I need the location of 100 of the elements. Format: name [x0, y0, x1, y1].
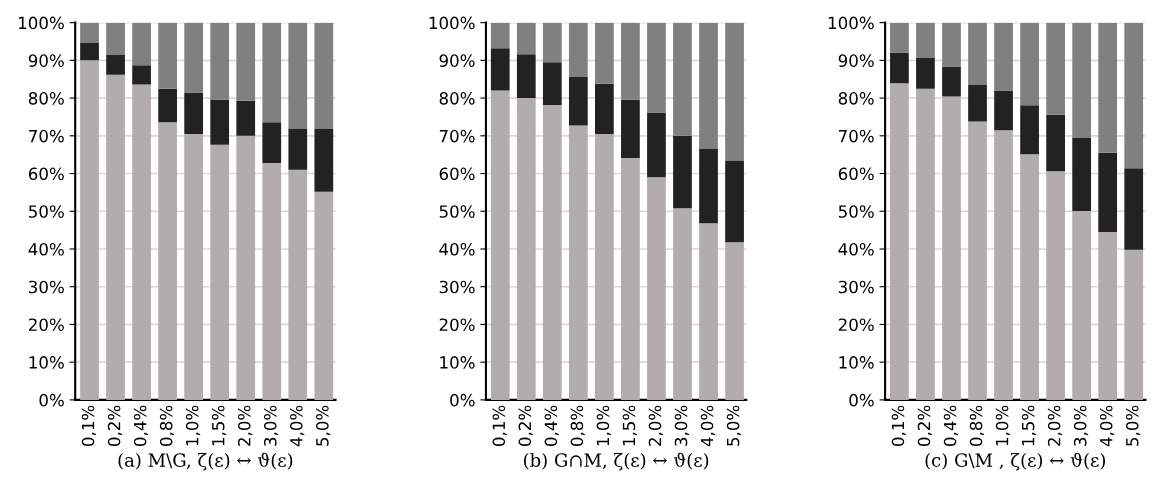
bar	[516, 98, 536, 400]
y-tick-label: 80%	[439, 92, 475, 105]
bar	[490, 90, 510, 400]
x-tick-label: 5,0%	[726, 405, 742, 446]
y-tick-label: 50%	[838, 205, 874, 218]
y-tick-label: 20%	[28, 318, 64, 331]
x-tick-label: 4,0%	[290, 405, 305, 447]
y-tick-label: 80%	[28, 92, 64, 105]
bar	[942, 66, 961, 97]
bar	[158, 88, 177, 123]
x-tick-label: 0,8%	[159, 405, 175, 446]
bar	[994, 130, 1013, 400]
y-tick-label: 50%	[439, 205, 475, 218]
bar	[262, 122, 282, 163]
y-tick-label: 0%	[450, 393, 475, 407]
x-tick-label: 4,0%	[1099, 405, 1115, 447]
bar	[1124, 22, 1144, 169]
bar	[916, 22, 935, 59]
bar	[210, 144, 230, 400]
bar	[158, 122, 177, 400]
y-tick-label: 70%	[839, 129, 874, 143]
bar	[994, 22, 1013, 91]
bar	[568, 22, 588, 77]
bar	[210, 22, 230, 100]
bar	[314, 129, 334, 192]
y-tick-label: 70%	[29, 129, 64, 143]
bar	[516, 54, 536, 99]
bar	[890, 83, 909, 400]
bar	[1098, 22, 1118, 153]
bar	[568, 125, 588, 400]
bar	[699, 22, 718, 150]
x-tick-label: 1,0%	[995, 405, 1011, 446]
x-tick-label: 4,0%	[700, 405, 716, 447]
bar	[106, 74, 125, 400]
bar	[262, 22, 282, 123]
y-tick-label: 80%	[838, 92, 874, 105]
y-tick-label: 90%	[28, 54, 64, 67]
bar	[262, 162, 282, 400]
bar	[621, 99, 640, 159]
x-axis-title: (a) M\G, ζ(ε) ↔ ϑ(ε)	[118, 452, 293, 471]
bar	[80, 22, 99, 44]
x-tick-label: 5,0%	[1125, 405, 1141, 446]
bar	[542, 62, 562, 105]
bar	[890, 52, 909, 84]
y-tick-label: 100%	[429, 16, 475, 30]
bar	[1072, 138, 1092, 211]
x-tick-label: 2,0%	[237, 405, 253, 446]
bar	[725, 242, 744, 400]
y-tick-label: 90%	[838, 54, 874, 67]
y-tick-label: 40%	[838, 242, 874, 256]
bar	[542, 104, 562, 400]
x-tick-label: 0,4%	[544, 405, 559, 446]
x-tick-label: 1,0%	[185, 405, 201, 446]
bar	[725, 161, 744, 243]
y-tick-label: 20%	[439, 318, 475, 331]
x-tick-label: 0,2%	[917, 405, 932, 446]
x-axis-title: (c) G\M , ζ(ε) ↔ ϑ(ε)	[925, 452, 1106, 471]
x-tick-label: 0,1%	[492, 405, 507, 446]
bar	[132, 65, 151, 85]
y-tick-label: 100%	[18, 16, 64, 30]
bar	[621, 22, 640, 100]
bar	[516, 22, 536, 55]
y-tick-label: 70%	[439, 129, 475, 143]
x-tick-label: 0,1%	[891, 405, 906, 446]
bar	[1072, 210, 1092, 400]
bar	[314, 191, 334, 400]
y-tick-label: 90%	[439, 54, 475, 67]
bar	[80, 60, 99, 400]
bar	[673, 135, 692, 209]
bar	[1072, 22, 1092, 139]
bar	[942, 22, 961, 67]
bar	[916, 58, 935, 89]
x-tick-label: 1,0%	[596, 405, 611, 446]
x-tick-label: 0,2%	[518, 405, 533, 446]
x-tick-label: 2,0%	[648, 405, 663, 446]
bar	[699, 223, 718, 400]
bar	[542, 22, 562, 63]
bar	[647, 22, 666, 113]
x-tick-label: 3,0%	[263, 405, 279, 446]
bar	[595, 83, 614, 134]
y-tick-label: 20%	[838, 318, 874, 331]
bar	[916, 88, 935, 400]
y-tick-label: 40%	[28, 242, 64, 256]
x-tick-label: 1,5%	[1021, 405, 1037, 446]
bar	[288, 22, 308, 130]
bar	[236, 100, 256, 136]
y-tick-label: 40%	[439, 242, 475, 256]
x-tick-label: 0,8%	[570, 405, 585, 446]
x-tick-label: 3,0%	[674, 405, 690, 446]
bar	[236, 22, 256, 101]
bar	[132, 22, 151, 66]
y-tick-label: 10%	[839, 356, 874, 369]
bar	[158, 22, 177, 89]
bar	[80, 43, 99, 61]
y-tick-label: 30%	[439, 280, 475, 294]
bar	[621, 158, 640, 400]
bar	[942, 96, 961, 400]
bar	[968, 22, 987, 85]
x-tick-label: 1,5%	[211, 405, 227, 446]
y-tick-label: 30%	[29, 280, 64, 294]
